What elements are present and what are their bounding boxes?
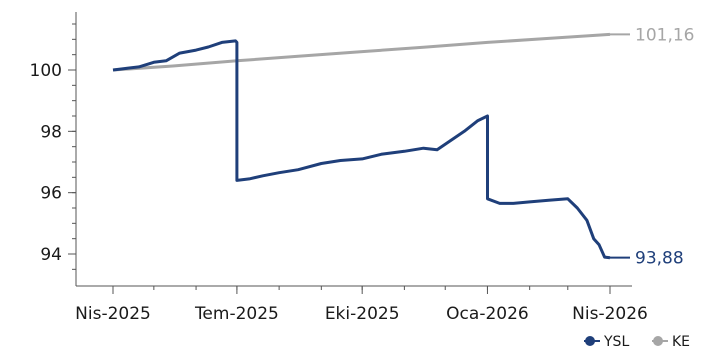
legend-swatch-marker: [653, 336, 663, 346]
legend-label-ysl: YSL: [603, 334, 629, 350]
series-line-ke: [112, 32, 611, 72]
end-label-ke: 101,16: [635, 25, 694, 45]
x-axis: Nis-2025 Tem-2025 Eki-2025 Oca-2026 Nis-2026: [75, 285, 648, 324]
y-tick-label: 94: [40, 245, 62, 265]
series-lines: [112, 32, 611, 260]
legend-swatch-marker: [585, 336, 595, 346]
end-label-ysl: 93,88: [635, 249, 684, 269]
legend: YSL KE: [584, 334, 690, 350]
y-tick-label: 96: [40, 184, 62, 204]
end-labels: 101,16 93,88: [610, 25, 694, 269]
series-line-ysl: [112, 39, 611, 260]
legend-label-ke: KE: [672, 334, 690, 350]
x-tick-label: Eki-2025: [325, 304, 400, 324]
x-tick-label: Oca-2026: [446, 304, 529, 324]
x-tick-label: Nis-2026: [572, 304, 648, 324]
y-axis: 94 96 98 100: [30, 12, 77, 286]
y-tick-label: 100: [30, 61, 62, 81]
y-tick-label: 98: [40, 122, 62, 142]
x-tick-label: Tem-2025: [194, 304, 279, 324]
x-tick-label: Nis-2025: [75, 304, 151, 324]
